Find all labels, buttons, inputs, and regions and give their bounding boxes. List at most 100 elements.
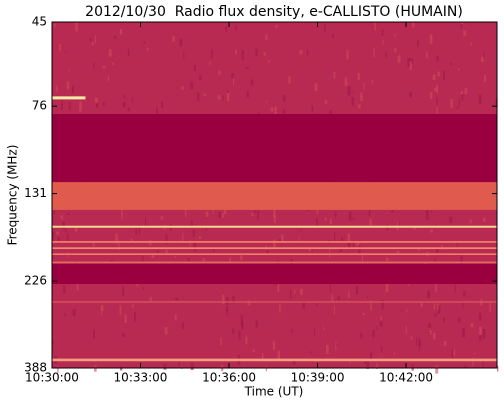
noise: [381, 346, 383, 356]
noise: [360, 332, 362, 337]
x-tick-label: 10:30:00: [25, 371, 79, 385]
noise: [483, 217, 486, 222]
noise: [277, 283, 280, 292]
noise: [247, 300, 251, 306]
noise: [233, 75, 235, 86]
noise: [358, 244, 361, 255]
noise: [270, 107, 274, 112]
noise: [127, 107, 131, 112]
noise: [335, 341, 337, 351]
noise: [281, 234, 284, 242]
noise: [91, 42, 94, 46]
noise: [67, 212, 70, 215]
noise: [479, 334, 482, 341]
noise: [184, 209, 187, 218]
band: [52, 182, 497, 210]
noise: [430, 229, 434, 233]
noise: [138, 224, 141, 235]
noise: [53, 210, 56, 214]
noise: [65, 50, 67, 53]
noise: [255, 320, 259, 328]
noise: [433, 332, 436, 340]
noise: [347, 233, 351, 242]
noise: [460, 255, 463, 266]
noise: [71, 85, 74, 94]
noise: [273, 215, 276, 223]
noise: [436, 105, 438, 115]
noise: [119, 28, 123, 35]
noise: [363, 360, 367, 364]
noise: [246, 91, 249, 98]
noise: [263, 51, 266, 56]
noise: [329, 283, 331, 293]
noise: [282, 109, 285, 114]
noise: [60, 215, 64, 220]
noise: [300, 288, 303, 295]
noise: [165, 234, 168, 244]
noise: [124, 314, 127, 324]
x-tick-label: 10:39:00: [291, 371, 345, 385]
noise: [474, 352, 476, 355]
noise: [360, 92, 363, 102]
noise: [311, 246, 313, 253]
band: [52, 241, 497, 243]
band: [52, 225, 497, 228]
noise: [435, 365, 439, 374]
band: [52, 301, 497, 303]
noise: [278, 238, 281, 242]
noise: [121, 209, 123, 220]
noise: [374, 22, 376, 31]
noise: [332, 34, 335, 38]
noise: [164, 327, 168, 335]
noise: [235, 25, 237, 32]
noise: [66, 81, 70, 90]
noise: [429, 34, 433, 44]
noise: [94, 35, 96, 44]
noise: [52, 231, 55, 242]
noise: [436, 97, 438, 108]
noise: [272, 341, 276, 350]
noise: [127, 49, 130, 57]
noise: [455, 240, 459, 248]
noise: [437, 71, 441, 77]
noise: [314, 83, 318, 92]
noise: [94, 97, 98, 103]
noise: [220, 337, 222, 346]
noise: [197, 93, 200, 101]
noise: [433, 87, 437, 92]
noise: [458, 68, 460, 71]
noise: [478, 313, 482, 321]
noise: [231, 73, 235, 79]
noise: [299, 50, 303, 55]
noise: [64, 312, 66, 317]
noise: [161, 101, 164, 108]
noise: [308, 248, 312, 252]
noise: [394, 33, 396, 38]
noise: [337, 296, 340, 301]
noise: [146, 47, 149, 51]
noise: [417, 40, 419, 47]
noise: [385, 257, 389, 261]
noise: [363, 82, 365, 90]
noise: [288, 76, 291, 84]
noise: [294, 289, 296, 294]
noise: [122, 101, 126, 108]
noise: [496, 365, 499, 372]
noise: [351, 97, 354, 107]
noise: [357, 104, 361, 109]
noise: [352, 240, 355, 250]
noise: [218, 212, 222, 219]
noise: [435, 85, 439, 93]
noise: [431, 208, 433, 213]
noise: [428, 330, 432, 335]
noise: [413, 226, 416, 230]
noise: [336, 343, 338, 347]
noise: [394, 48, 397, 53]
noise: [370, 352, 373, 360]
noise: [245, 336, 248, 345]
noise: [470, 42, 472, 46]
noise: [453, 349, 456, 357]
plot-area: [52, 22, 499, 374]
noise: [451, 349, 454, 358]
noise: [72, 309, 76, 317]
